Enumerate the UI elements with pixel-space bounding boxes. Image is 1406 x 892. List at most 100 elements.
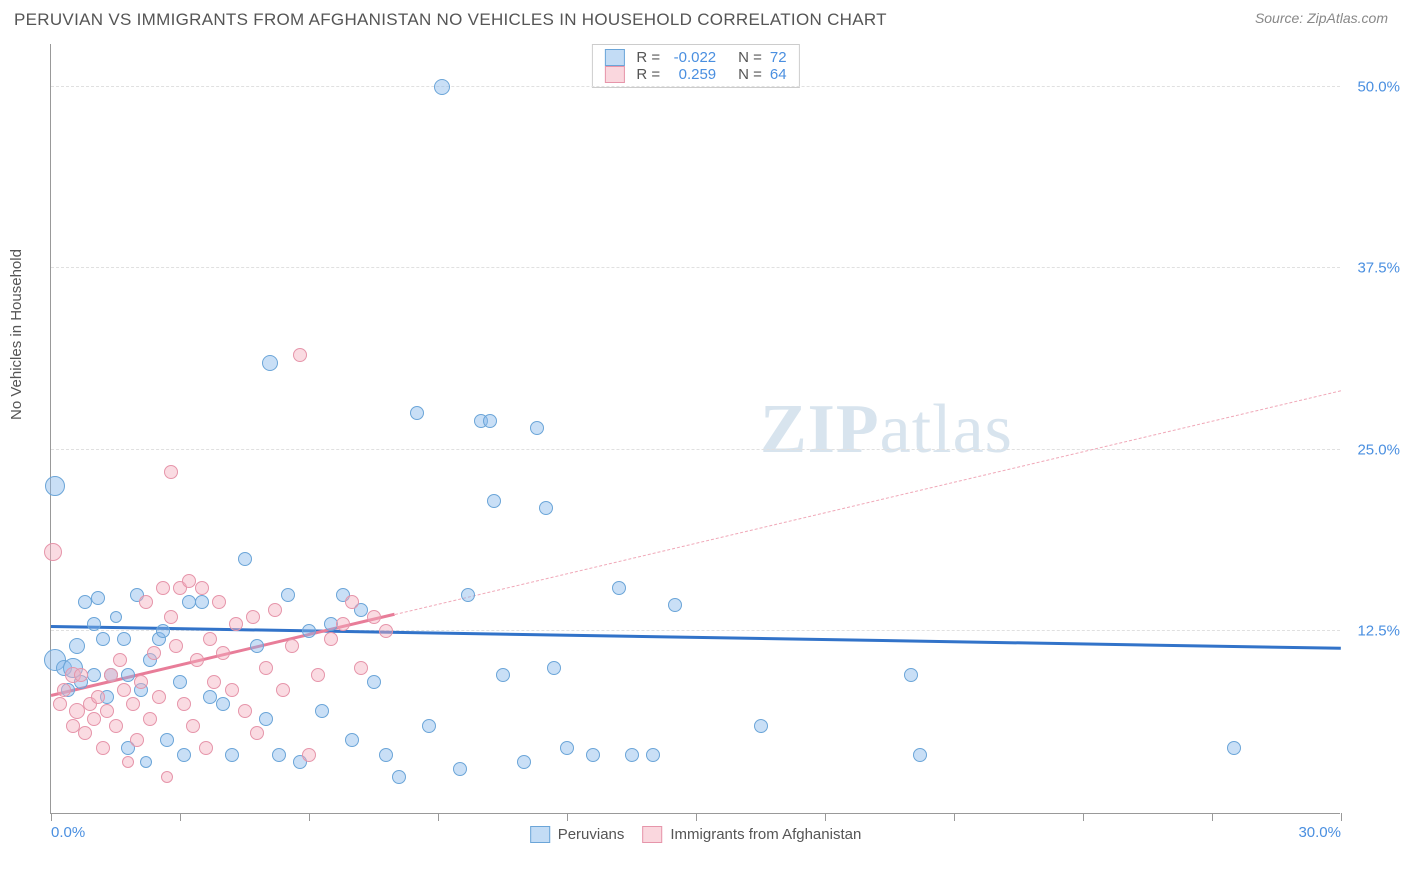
swatch-blue-icon: [530, 826, 550, 843]
data-point: [268, 603, 282, 617]
data-point: [104, 668, 118, 682]
legend-row-peruvians: R = -0.022 N = 72: [604, 49, 786, 66]
y-axis-label: No Vehicles in Household: [8, 249, 25, 420]
data-point: [156, 581, 170, 595]
data-point: [164, 610, 178, 624]
data-point: [69, 638, 85, 654]
data-point: [311, 668, 325, 682]
data-point: [517, 755, 531, 769]
data-point: [315, 704, 329, 718]
scatter-chart: ZIPatlas R = -0.022 N = 72 R = 0.259 N =…: [50, 44, 1340, 814]
data-point: [74, 668, 88, 682]
data-point: [186, 719, 200, 733]
data-point: [130, 733, 144, 747]
data-point: [302, 748, 316, 762]
data-point: [173, 675, 187, 689]
data-point: [139, 595, 153, 609]
data-point: [87, 617, 101, 631]
data-point: [461, 588, 475, 602]
data-point: [122, 756, 134, 768]
data-point: [156, 624, 170, 638]
data-point: [354, 661, 368, 675]
data-point: [410, 406, 424, 420]
data-point: [422, 719, 436, 733]
data-point: [53, 697, 67, 711]
data-point: [250, 726, 264, 740]
data-point: [754, 719, 768, 733]
data-point: [45, 476, 65, 496]
x-tick: [1212, 813, 1213, 821]
data-point: [262, 355, 278, 371]
data-point: [434, 79, 450, 95]
data-point: [96, 632, 110, 646]
data-point: [195, 595, 209, 609]
data-point: [496, 668, 510, 682]
watermark: ZIPatlas: [760, 390, 1013, 470]
data-point: [100, 704, 114, 718]
data-point: [379, 624, 393, 638]
chart-title: PERUVIAN VS IMMIGRANTS FROM AFGHANISTAN …: [14, 10, 887, 30]
data-point: [345, 733, 359, 747]
swatch-pink: [604, 66, 624, 83]
data-point: [392, 770, 406, 784]
data-point: [152, 690, 166, 704]
data-point: [238, 704, 252, 718]
data-point: [199, 741, 213, 755]
x-tick: [825, 813, 826, 821]
data-point: [913, 748, 927, 762]
data-point: [91, 690, 105, 704]
data-point: [161, 771, 173, 783]
data-point: [612, 581, 626, 595]
data-point: [177, 697, 191, 711]
data-point: [904, 668, 918, 682]
data-point: [276, 683, 290, 697]
data-point: [281, 588, 295, 602]
data-point: [225, 748, 239, 762]
swatch-blue: [604, 49, 624, 66]
data-point: [646, 748, 660, 762]
data-point: [229, 617, 243, 631]
data-point: [336, 617, 350, 631]
data-point: [285, 639, 299, 653]
gridline: [51, 267, 1340, 268]
data-point: [483, 414, 497, 428]
data-point: [539, 501, 553, 515]
data-point: [147, 646, 161, 660]
legend-row-afghanistan: R = 0.259 N = 64: [604, 66, 786, 83]
data-point: [177, 748, 191, 762]
data-point: [547, 661, 561, 675]
data-point: [78, 726, 92, 740]
data-point: [453, 762, 467, 776]
data-point: [367, 675, 381, 689]
x-tick: [309, 813, 310, 821]
x-tick: [180, 813, 181, 821]
legend-item-afghanistan: Immigrants from Afghanistan: [642, 826, 861, 843]
data-point: [126, 697, 140, 711]
data-point: [78, 595, 92, 609]
data-point: [238, 552, 252, 566]
data-point: [379, 748, 393, 762]
gridline: [51, 86, 1340, 87]
x-tick-label: 30.0%: [1298, 824, 1341, 841]
data-point: [293, 348, 307, 362]
trend-line: [51, 625, 1341, 649]
data-point: [259, 661, 273, 675]
data-point: [212, 595, 226, 609]
data-point: [66, 719, 80, 733]
correlation-legend: R = -0.022 N = 72 R = 0.259 N = 64: [591, 44, 799, 88]
data-point: [140, 756, 152, 768]
data-point: [216, 697, 230, 711]
series-legend: Peruvians Immigrants from Afghanistan: [530, 826, 862, 843]
gridline: [51, 449, 1340, 450]
data-point: [272, 748, 286, 762]
data-point: [367, 610, 381, 624]
data-point: [117, 632, 131, 646]
data-point: [203, 690, 217, 704]
y-tick-label: 50.0%: [1357, 78, 1400, 95]
data-point: [668, 598, 682, 612]
data-point: [87, 712, 101, 726]
swatch-pink-icon: [642, 826, 662, 843]
data-point: [113, 653, 127, 667]
data-point: [586, 748, 600, 762]
data-point: [91, 591, 105, 605]
